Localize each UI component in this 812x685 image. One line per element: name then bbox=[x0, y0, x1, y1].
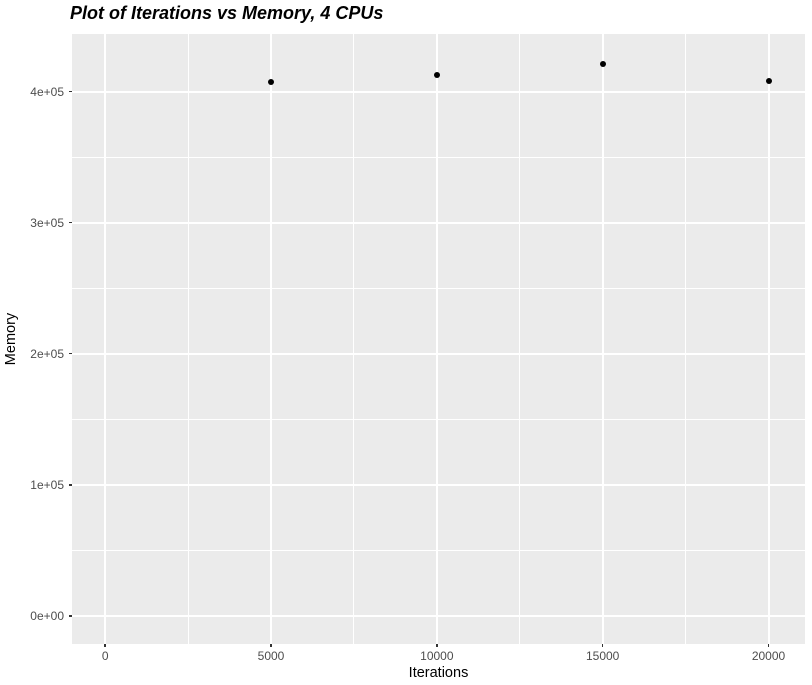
x-tick-label: 20000 bbox=[751, 649, 786, 663]
y-tick-label: 0e+00 bbox=[30, 608, 64, 623]
x-tick-label: 10000 bbox=[420, 649, 454, 663]
y-gridline-major bbox=[72, 221, 805, 224]
x-gridline-major bbox=[767, 34, 770, 644]
x-gridline-major bbox=[104, 34, 107, 644]
y-tick-mark bbox=[69, 484, 72, 486]
plot-panel bbox=[72, 34, 805, 644]
y-tick-label: 2e+05 bbox=[30, 346, 64, 361]
y-gridline-major bbox=[72, 352, 805, 355]
y-gridline-major bbox=[72, 483, 805, 486]
x-tick-mark bbox=[436, 644, 438, 647]
x-gridline-minor bbox=[353, 34, 355, 644]
data-point bbox=[268, 79, 274, 86]
y-gridline-major bbox=[72, 90, 805, 93]
x-axis-title: Iterations bbox=[408, 665, 469, 681]
x-gridline-minor bbox=[187, 34, 189, 644]
y-gridline-minor bbox=[72, 287, 805, 289]
x-tick-mark bbox=[601, 644, 604, 647]
data-point bbox=[765, 78, 772, 85]
data-point bbox=[433, 71, 440, 78]
x-tick-mark bbox=[104, 644, 106, 647]
x-gridline-minor bbox=[685, 34, 687, 644]
x-tick-label: 15000 bbox=[585, 649, 620, 663]
x-tick-mark bbox=[270, 644, 272, 647]
y-tick-mark bbox=[69, 352, 72, 355]
x-gridline-minor bbox=[519, 34, 521, 644]
x-gridline-major bbox=[435, 34, 438, 644]
data-point bbox=[599, 61, 606, 68]
x-tick-label: 0 bbox=[101, 649, 109, 663]
y-gridline-major bbox=[72, 614, 805, 617]
y-gridline-minor bbox=[72, 549, 805, 551]
y-tick-label: 4e+05 bbox=[30, 84, 64, 99]
y-tick-label: 1e+05 bbox=[30, 477, 64, 492]
y-tick-label: 3e+05 bbox=[30, 215, 64, 230]
y-gridline-minor bbox=[72, 156, 805, 158]
x-tick-mark bbox=[767, 644, 770, 647]
x-tick-label: 5000 bbox=[257, 649, 285, 663]
chart-title: Plot of Iterations vs Memory, 4 CPUs bbox=[70, 3, 384, 23]
x-gridline-major bbox=[270, 34, 272, 644]
x-gridline-major bbox=[601, 34, 604, 644]
y-gridline-minor bbox=[72, 418, 805, 420]
y-tick-mark bbox=[69, 90, 72, 93]
y-tick-mark bbox=[69, 615, 72, 617]
y-tick-mark bbox=[69, 221, 72, 224]
